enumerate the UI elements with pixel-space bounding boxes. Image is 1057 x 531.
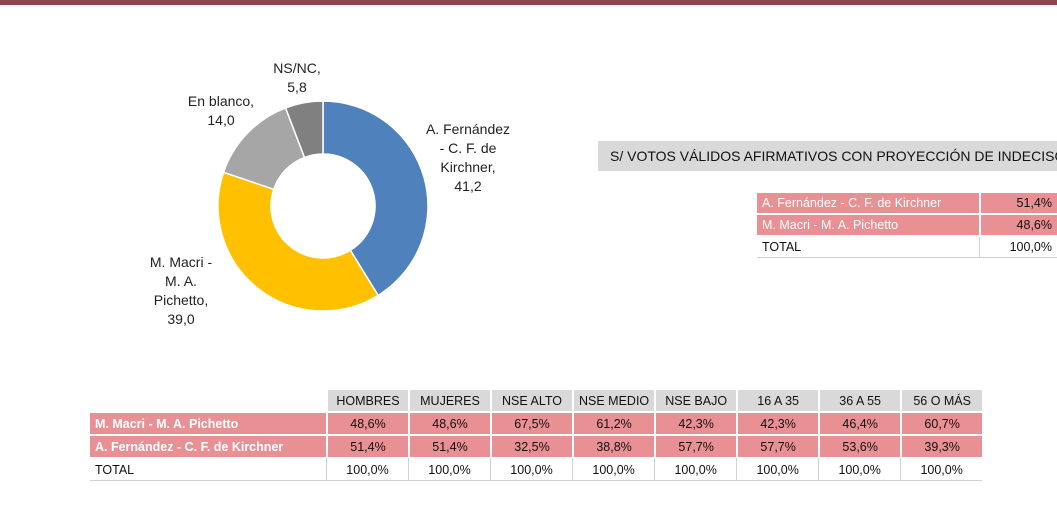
summary-row-value: 51,4% [979,193,1057,215]
table-cell: 100,0% [736,457,819,481]
slice-label-line: NS/NC, [273,60,320,76]
table-cell: 100,0% [654,457,737,481]
table-cell: 38,8% [572,434,655,457]
table-cell: 48,6% [326,411,408,434]
column-header: HOMBRES [326,390,408,411]
table-cell: 51,4% [408,434,490,457]
slice-data-label: A. Fernández - C. F. de Kirchner, 41,2 [426,121,510,194]
table-cell: 61,2% [572,411,655,434]
table-cell: 57,7% [736,434,819,457]
table-cell: 32,5% [490,434,572,457]
row-label: A. Fernández - C. F. de Kirchner [90,434,326,457]
column-header: NSE ALTO [490,390,572,411]
slice-label-line: M. Macri - [150,254,213,270]
table-cell: 42,3% [736,411,819,434]
summary-row-label: A. Fernández - C. F. de Kirchner [757,193,979,215]
column-header: 36 A 55 [818,390,901,411]
summary-row-label: M. Macri - M. A. Pichetto [757,215,979,237]
vote-intention-donut-chart: A. Fernández - C. F. de Kirchner, 41,2 M. Ma… [150,60,510,327]
column-header: 56 O MÁS [900,390,983,411]
donut-slice [322,100,429,297]
table-cell: 46,4% [818,411,901,434]
summary-row: A. Fernández - C. F. de Kirchner 51,4% [757,193,1057,215]
segment-breakdown-table: HOMBRES MUJERES NSE ALTO NSE MEDIO NSE B… [90,390,983,481]
table-cell: 48,6% [408,411,490,434]
table-cell: 39,3% [900,434,983,457]
slice-label-line: M. A. [165,273,197,289]
table-row: M. Macri - M. A. Pichetto 48,6% 48,6% 67… [90,411,983,434]
slice-data-label: En blanco, 14,0 [188,93,254,128]
table-cell: 100,0% [818,457,901,481]
slice-data-label: NS/NC, 5,8 [273,60,320,95]
slice-label-line: - C. F. de [440,140,497,156]
top-accent-bar [0,0,1057,5]
slice-label-line: 41,2 [454,178,481,194]
segment-header-row: HOMBRES MUJERES NSE ALTO NSE MEDIO NSE B… [90,390,983,411]
table-cell: 100,0% [572,457,655,481]
column-header: NSE BAJO [654,390,737,411]
slice-label-line: 5,8 [287,79,307,95]
slice-label-line: 14,0 [207,112,234,128]
row-label: M. Macri - M. A. Pichetto [90,411,326,434]
table-cell: 42,3% [654,411,737,434]
summary-row-value: 48,6% [979,215,1057,237]
table-cell: 100,0% [408,457,490,481]
slice-label-line: En blanco, [188,93,254,109]
summary-row: M. Macri - M. A. Pichetto 48,6% [757,215,1057,237]
donut-slice [217,171,380,312]
header-corner [90,390,326,411]
summary-total-row: TOTAL 100,0% [757,237,1057,258]
summary-row-value: 100,0% [979,237,1057,258]
table-cell: 51,4% [326,434,408,457]
table-row: A. Fernández - C. F. de Kirchner 51,4% 5… [90,434,983,457]
slice-label-line: Kirchner, [440,159,495,175]
table-cell: 57,7% [654,434,737,457]
table-cell: 53,6% [818,434,901,457]
column-header: 16 A 35 [736,390,819,411]
summary-row-label: TOTAL [757,237,979,258]
projection-heading: S/ VOTOS VÁLIDOS AFIRMATIVOS CON PROYECC… [598,141,1057,171]
table-cell: 100,0% [900,457,983,481]
slice-label-line: A. Fernández [426,121,510,137]
slice-data-label: M. Macri - M. A. Pichetto, 39,0 [150,254,213,327]
column-header: NSE MEDIO [572,390,655,411]
table-cell: 100,0% [490,457,572,481]
table-cell: 100,0% [326,457,408,481]
slice-label-line: Pichetto, [154,292,208,308]
projection-summary-table: A. Fernández - C. F. de Kirchner 51,4% M… [757,193,1057,258]
row-label: TOTAL [90,457,326,481]
column-header: MUJERES [408,390,490,411]
total-row: TOTAL 100,0% 100,0% 100,0% 100,0% 100,0%… [90,457,983,481]
table-cell: 60,7% [900,411,983,434]
donut-slice [284,100,324,159]
table-cell: 67,5% [490,411,572,434]
slice-label-line: 39,0 [167,311,194,327]
